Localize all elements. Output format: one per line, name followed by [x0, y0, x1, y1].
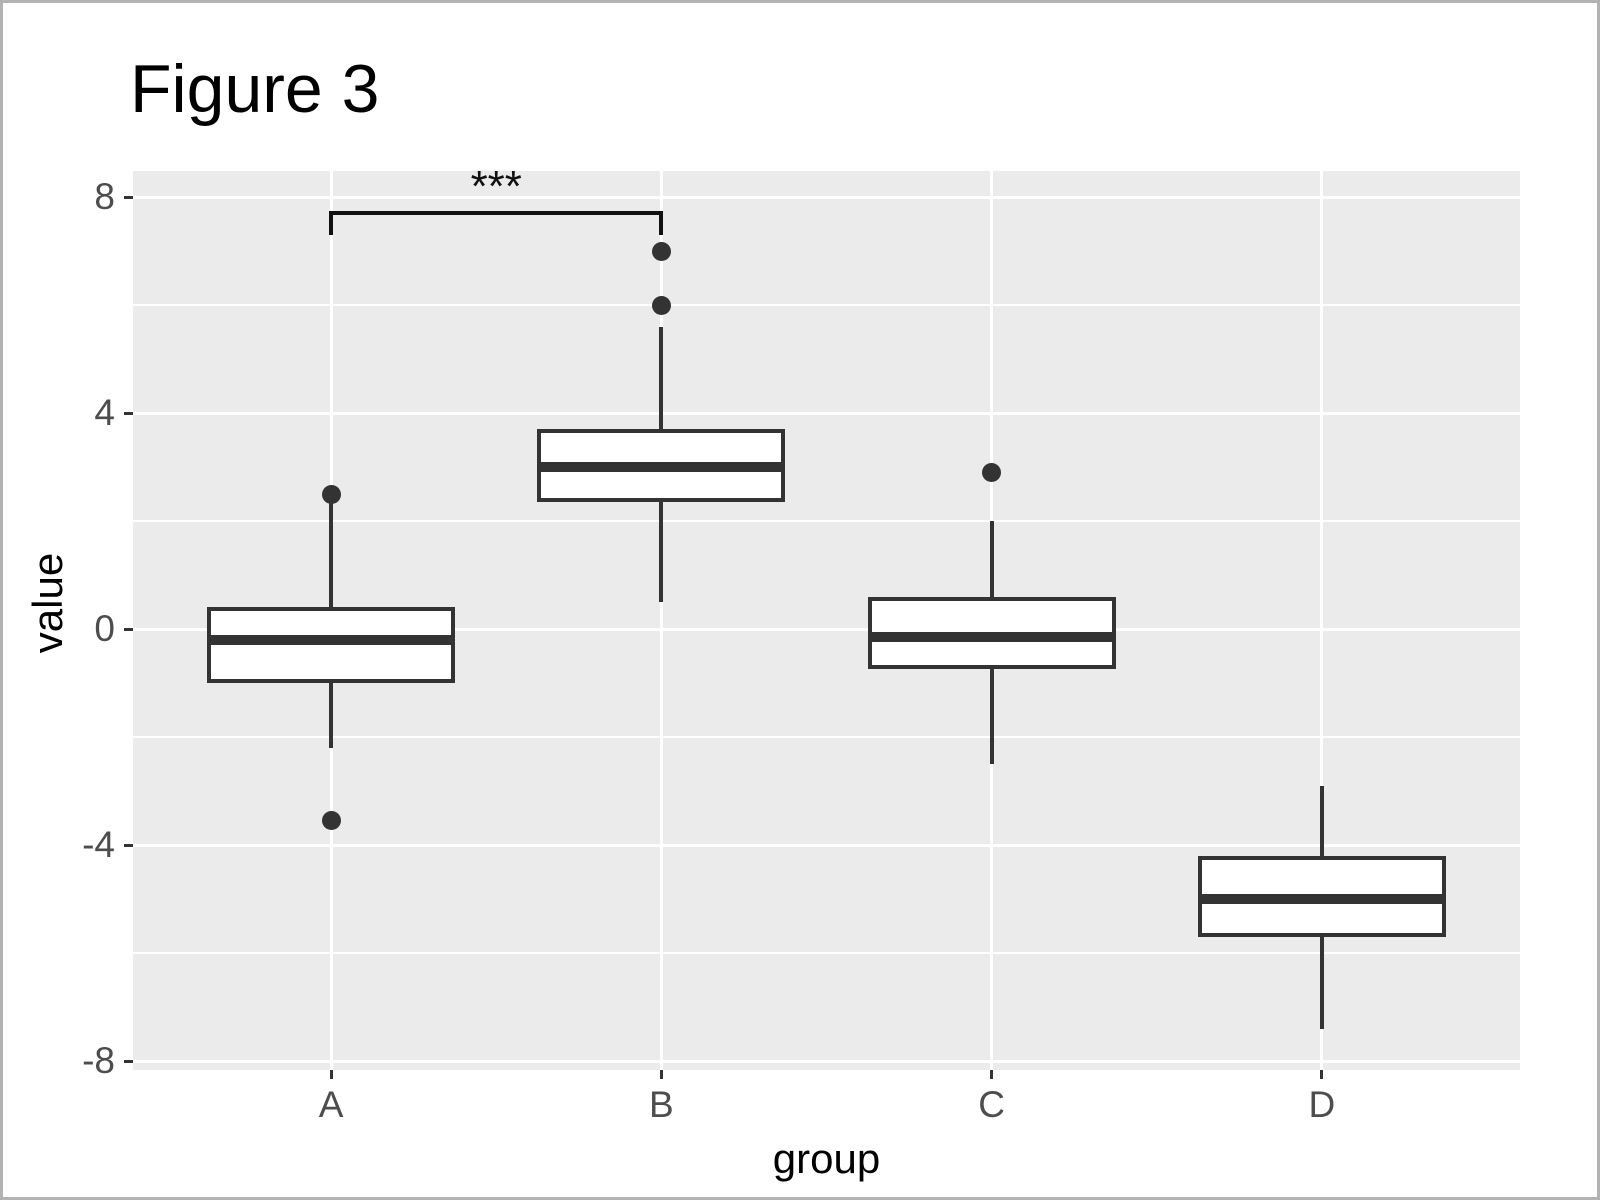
- outlier-point-B: [651, 241, 671, 261]
- y-tick-mark: [124, 411, 133, 415]
- category-gridline: [1320, 171, 1324, 1070]
- outlier-point-C: [982, 462, 1002, 482]
- y-tick-label: -4: [82, 824, 115, 865]
- significance-label: ***: [470, 161, 522, 211]
- x-axis-title: group: [772, 1135, 881, 1182]
- major-gridline: [133, 843, 1520, 847]
- x-tick-mark: [990, 1070, 994, 1079]
- x-tick-mark: [329, 1070, 333, 1079]
- y-tick-label: 4: [94, 392, 115, 433]
- y-tick-mark: [124, 1059, 133, 1063]
- y-tick-label: 0: [94, 608, 115, 649]
- major-gridline: [133, 195, 1520, 199]
- major-gridline: [133, 411, 1520, 415]
- x-tick-label: D: [1308, 1084, 1336, 1125]
- median-A: [207, 634, 456, 645]
- y-tick-label: -8: [82, 1040, 115, 1081]
- minor-gridline: [133, 520, 1520, 522]
- category-gridline: [659, 171, 663, 1070]
- median-B: [537, 462, 786, 472]
- x-tick-label: A: [318, 1084, 344, 1125]
- outlier-point-A: [321, 811, 341, 831]
- y-tick-mark: [124, 195, 133, 199]
- major-gridline: [133, 627, 1520, 631]
- significance-bracket: [329, 210, 664, 235]
- plot-title: Figure 3: [130, 51, 380, 127]
- x-tick-label: C: [978, 1084, 1005, 1125]
- major-gridline: [133, 1059, 1520, 1063]
- y-tick-mark: [124, 627, 133, 631]
- median-D: [1197, 894, 1446, 904]
- outlier-point-A: [321, 484, 341, 504]
- x-tick-mark: [659, 1070, 663, 1079]
- median-C: [867, 632, 1116, 643]
- x-tick-label: B: [649, 1084, 674, 1125]
- box-A: [207, 607, 456, 683]
- y-tick-mark: [124, 843, 133, 847]
- outlier-point-B: [651, 295, 671, 315]
- minor-gridline: [133, 736, 1520, 738]
- minor-gridline: [133, 304, 1520, 306]
- minor-gridline: [133, 952, 1520, 954]
- x-tick-mark: [1320, 1070, 1324, 1079]
- plot-panel: ***: [133, 163, 1520, 1070]
- y-axis-title: value: [24, 552, 71, 653]
- y-tick-label: 8: [94, 176, 115, 217]
